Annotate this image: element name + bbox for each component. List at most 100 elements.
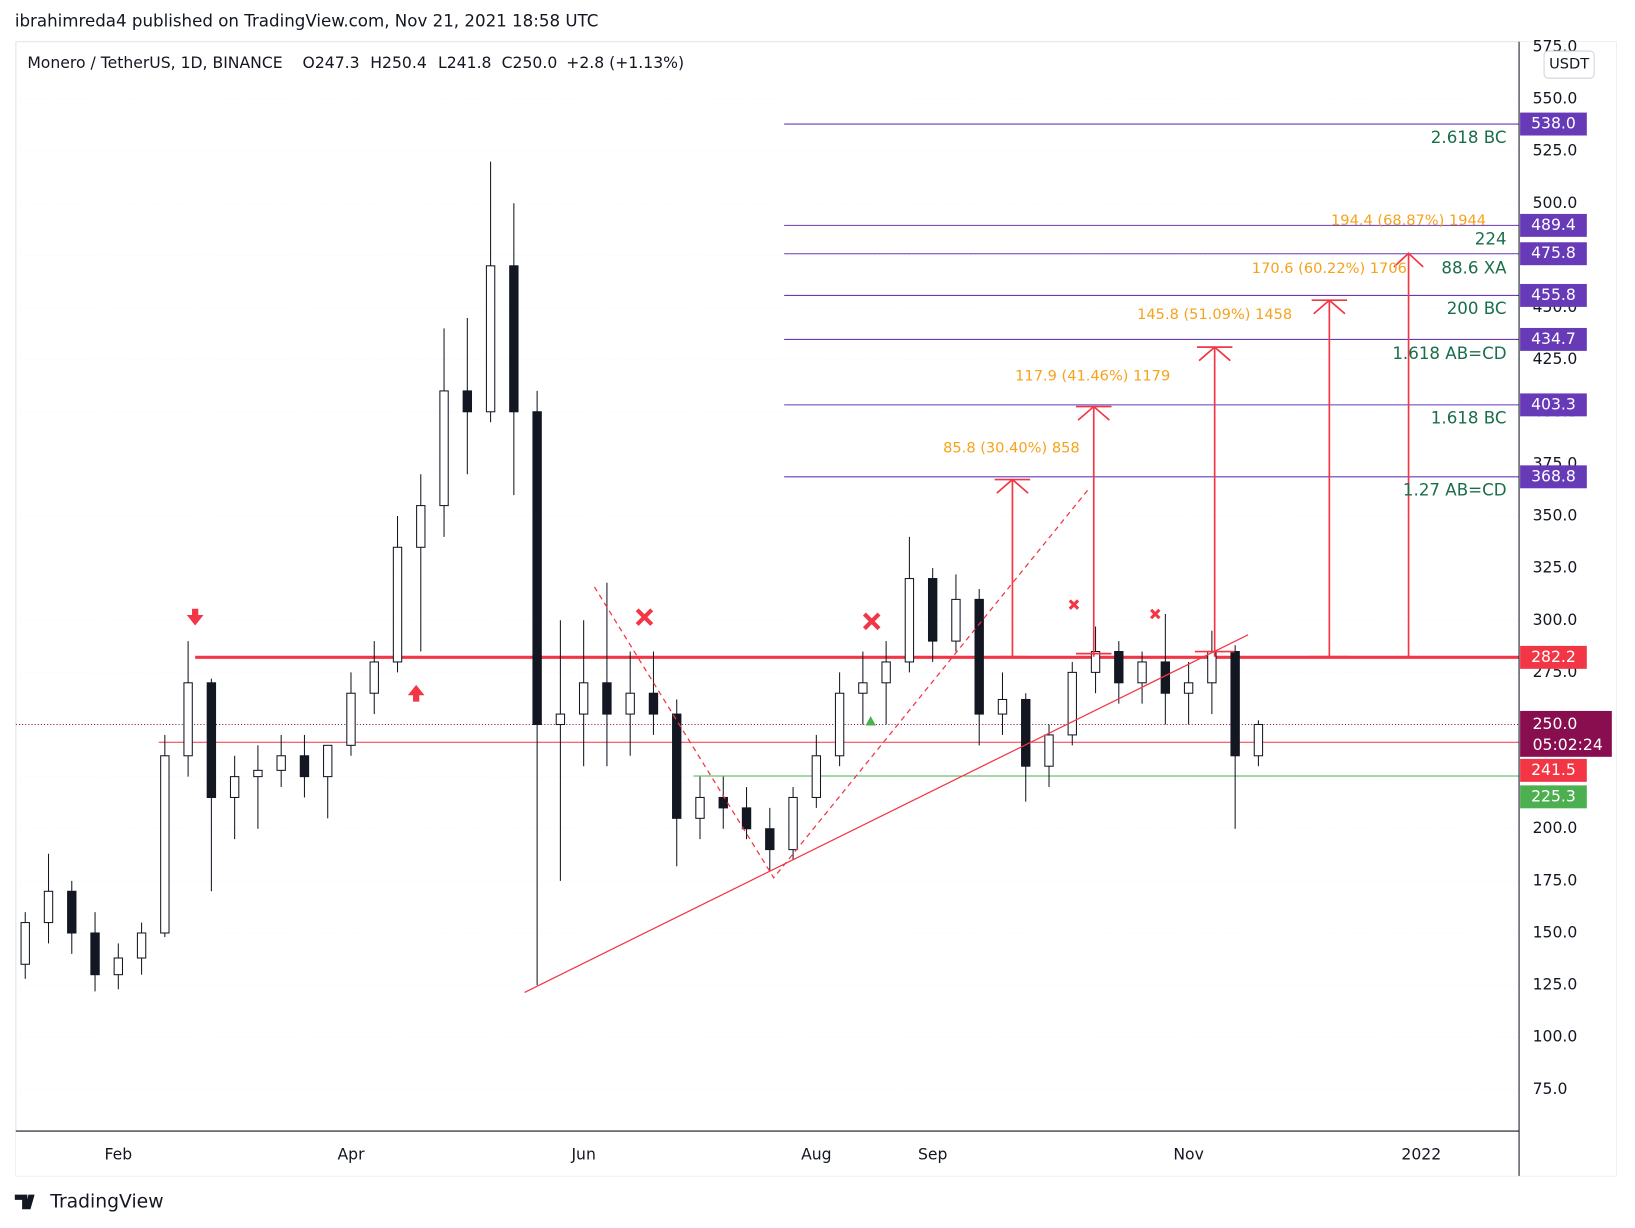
candle-body <box>276 755 286 771</box>
candle-body <box>741 807 752 830</box>
candle-body <box>346 692 356 746</box>
candle-body <box>183 682 193 757</box>
brand: TradingView <box>49 1191 163 1212</box>
dashed-pattern <box>593 487 1091 879</box>
candle-body <box>1090 651 1101 673</box>
candle-body <box>1067 671 1077 736</box>
x-tick-label: Feb <box>104 1145 132 1164</box>
candle-body <box>951 598 961 642</box>
candle-body <box>509 265 519 413</box>
candle-body <box>485 265 496 413</box>
level-label-bg <box>1520 112 1587 136</box>
symbol: Monero / TetherUS, 1D, BINANCE <box>27 53 282 72</box>
candle-body <box>43 890 54 924</box>
candle-body <box>20 922 30 965</box>
y-tick-label: 75.0 <box>1533 1079 1568 1098</box>
candle-body <box>323 744 333 778</box>
y-tick-label: 300.0 <box>1533 610 1578 629</box>
level-label-bg <box>1520 283 1587 307</box>
level-label: 368.8 <box>1531 466 1576 485</box>
price-label: 282.2 <box>1531 647 1576 666</box>
candle-body <box>532 411 542 726</box>
up-arrow <box>407 684 425 702</box>
price-label-bg <box>1520 645 1587 669</box>
candle-body <box>416 505 426 548</box>
candle-body <box>718 796 728 809</box>
measure-text: 85.8 (30.40%) 858 <box>943 439 1080 456</box>
last-price-bg <box>1520 710 1612 757</box>
x-tick-label: Nov <box>1173 1145 1204 1164</box>
candle-body <box>695 796 705 819</box>
candle-body <box>765 828 775 851</box>
candle-body <box>1183 682 1194 694</box>
currency[interactable]: USDT <box>1549 56 1589 73</box>
price-label: 241.5 <box>1531 760 1576 779</box>
candle-body <box>904 578 915 663</box>
fib-text: 200 BC <box>1447 299 1507 318</box>
ohlc: O247.3 <box>303 53 360 72</box>
candle-body <box>648 692 659 715</box>
projection-arrows <box>994 252 1424 658</box>
candle-body <box>113 957 124 976</box>
y-tick-label: 350.0 <box>1533 506 1578 525</box>
fib-text: 1.618 AB=CD <box>1392 344 1506 363</box>
y-tick-label: 550.0 <box>1533 89 1578 108</box>
candle-body <box>136 932 147 959</box>
candle-body <box>602 682 612 715</box>
candle-body <box>974 598 984 715</box>
currency-button[interactable] <box>1543 50 1595 79</box>
candle-body <box>881 661 891 684</box>
level-label-bg <box>1520 213 1587 237</box>
arrow <box>994 478 1031 658</box>
ohlc: L241.8 <box>438 53 491 72</box>
candle-body <box>1253 723 1264 757</box>
y-tick-label: 150.0 <box>1533 922 1578 941</box>
y-tick-label: 175.0 <box>1533 870 1578 889</box>
y-tick-label: 100.0 <box>1533 1027 1578 1046</box>
logo <box>14 1194 35 1210</box>
arrow <box>1194 346 1235 657</box>
fib-text: 1.27 AB=CD <box>1403 480 1507 499</box>
fib-text: 1.618 BC <box>1431 409 1507 428</box>
countdown: 05:02:24 <box>1533 735 1603 754</box>
time-axis-bg <box>15 1131 1520 1176</box>
y-tick-label: 200.0 <box>1533 818 1578 837</box>
candle-body <box>578 682 589 715</box>
x-marker <box>1149 608 1161 620</box>
arrow <box>1393 252 1424 657</box>
candle-body <box>299 755 310 778</box>
legend-bg <box>27 52 679 76</box>
candle-body <box>834 692 845 757</box>
candle-body <box>1044 734 1054 767</box>
x-marker <box>1068 599 1080 610</box>
candle-body <box>206 682 217 798</box>
candle-body <box>788 796 798 851</box>
candle-body <box>1114 651 1124 684</box>
candle-body <box>1137 661 1147 684</box>
level-label: 489.4 <box>1531 215 1576 234</box>
level-label-bg <box>1520 327 1587 351</box>
level-label: 455.8 <box>1531 285 1576 304</box>
x-tick-label: Sep <box>918 1145 948 1164</box>
level-label: 403.3 <box>1531 394 1576 413</box>
axes: 75.0100.0125.0150.0175.0200.0225.0250.02… <box>104 36 1612 1164</box>
candle-body <box>160 755 170 934</box>
x-tick-label: Jun <box>570 1145 595 1164</box>
publisher: ibrahimreda4 published on TradingView.co… <box>15 11 599 30</box>
trend-line <box>524 634 1249 993</box>
fib-text: 88.6 XA <box>1441 258 1507 277</box>
candle-body <box>625 692 635 715</box>
level-label: 475.8 <box>1531 243 1576 262</box>
candle-body <box>67 890 77 934</box>
ohlc: H250.4 <box>370 53 427 72</box>
y-tick-label: 525.0 <box>1533 141 1578 160</box>
candle-body <box>462 390 473 413</box>
candle-body <box>927 578 938 642</box>
measure-labels: 194.4 (68.87%) 1944 170.6 (60.22%) 1706 … <box>943 212 1486 456</box>
arrow <box>1076 405 1112 657</box>
measure-text: 194.4 (68.87%) 1944 <box>1331 212 1486 229</box>
candle-body <box>253 769 263 778</box>
price-label-bg <box>1520 758 1587 782</box>
measure-text: 145.8 (51.09%) 1458 <box>1137 306 1292 323</box>
